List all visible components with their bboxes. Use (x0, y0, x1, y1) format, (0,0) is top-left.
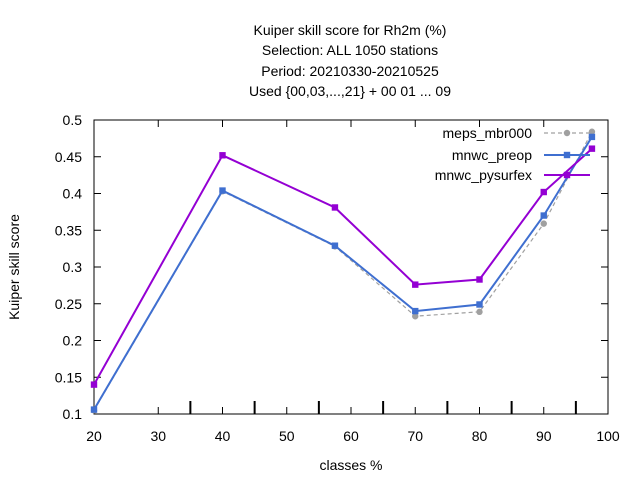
x-tick-label-1: 30 (150, 428, 166, 444)
data-point-mnwc_pysurfex-4 (476, 276, 483, 283)
legend-label-mnwc_preop: mnwc_preop (452, 147, 532, 163)
title-line-3: Period: 20210330-20210525 (261, 63, 439, 79)
data-point-mnwc_preop-1 (219, 187, 226, 194)
y-tick-label-7: 0.45 (55, 149, 82, 165)
title-line-1: Kuiper skill score for Rh2m (%) (254, 22, 447, 38)
data-point-meps_mbr000-6 (588, 128, 596, 135)
chart-title: Kuiper skill score for Rh2m (%) Selectio… (249, 22, 451, 99)
series-mnwc_pysurfex (90, 145, 596, 388)
legend-label-meps_mbr000: meps_mbr000 (443, 125, 533, 141)
legend: meps_mbr000 mnwc_preop mnwc_pysurfex (435, 125, 590, 183)
data-point-mnwc_preop-4 (476, 301, 483, 308)
y-tick-label-1: 0.15 (55, 369, 82, 385)
x-tick-label-0: 20 (86, 428, 102, 444)
data-point-mnwc_pysurfex-6 (588, 145, 596, 152)
series-layer (90, 128, 596, 414)
data-point-meps_mbr000-4 (476, 308, 483, 316)
x-tick-label-4: 60 (343, 428, 359, 444)
x-tick-label-6: 80 (472, 428, 488, 444)
legend-marker-mnwc_preop (563, 151, 571, 159)
axis-ticks: 0.1 0.15 0.2 0.25 0.3 0.35 0.4 0.45 0.5 20 30 40 50 6… (55, 112, 620, 444)
data-point-meps_mbr000-3 (412, 313, 419, 320)
y-tick-label-2: 0.2 (63, 333, 83, 349)
legend-marker-meps_mbr000 (563, 129, 571, 137)
y-tick-label-0: 0.1 (63, 406, 83, 422)
data-point-mnwc_pysurfex-1 (219, 152, 226, 159)
series-mnwc_preop (90, 133, 596, 413)
data-point-mnwc_pysurfex-3 (412, 281, 419, 288)
y-tick-label-4: 0.3 (63, 259, 83, 275)
legend-label-mnwc_pysurfex: mnwc_pysurfex (435, 167, 532, 183)
data-point-mnwc_preop-5 (540, 212, 547, 219)
x-tick-label-8: 100 (596, 428, 620, 444)
x-tick-label-7: 90 (536, 428, 552, 444)
x-tick-label-3: 50 (279, 428, 295, 444)
y-tick-label-5: 0.35 (55, 222, 82, 238)
y-axis-label: Kuiper skill score (6, 214, 22, 320)
data-point-mnwc_pysurfex-2 (331, 204, 339, 211)
plot-frame (93, 119, 609, 415)
x-tick-label-2: 40 (215, 428, 231, 444)
y-tick-label-8: 0.5 (63, 112, 83, 128)
title-line-4: Used {00,03,...,21} + 00 01 ... 09 (249, 83, 451, 99)
title-line-2: Selection: ALL 1050 stations (262, 42, 438, 58)
x-tick-label-5: 70 (407, 428, 423, 444)
y-tick-label-3: 0.25 (55, 296, 82, 312)
category-marks (189, 401, 577, 414)
y-tick-label-6: 0.4 (63, 186, 83, 202)
data-point-mnwc_preop-3 (412, 307, 419, 315)
legend-marker-mnwc_pysurfex (563, 171, 571, 179)
data-point-mnwc_pysurfex-0 (90, 381, 98, 388)
data-point-mnwc_preop-6 (588, 133, 596, 141)
data-point-mnwc_preop-0 (90, 406, 98, 413)
data-point-mnwc_pysurfex-5 (540, 188, 547, 196)
data-point-meps_mbr000-5 (540, 220, 547, 227)
data-point-mnwc_preop-2 (331, 242, 339, 249)
x-axis-label: classes % (319, 457, 382, 473)
series-line-mnwc_pysurfex (93, 147, 593, 386)
